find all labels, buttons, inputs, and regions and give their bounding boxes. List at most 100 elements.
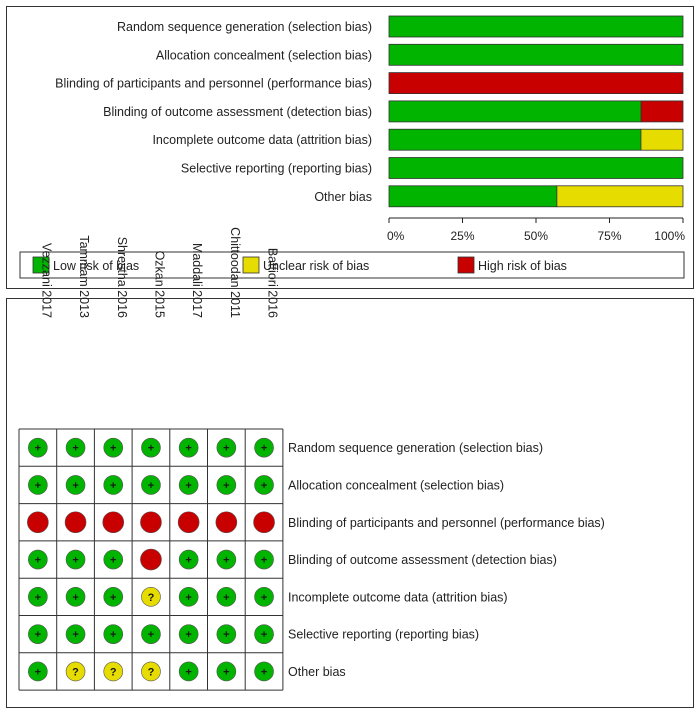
domain-label: Blinding of outcome assessment (detectio… xyxy=(288,553,557,567)
x-axis-tick-label: 25% xyxy=(450,229,474,243)
judgement-dot-low xyxy=(28,661,48,682)
bar-category-label: Incomplete outcome data (attrition bias) xyxy=(152,133,372,147)
judgement-dot-low xyxy=(103,475,124,495)
judgement-dot-low xyxy=(216,661,237,682)
judgement-symbol-low: + xyxy=(261,666,267,678)
judgement-dot-low xyxy=(216,475,237,495)
judgement-symbol-low: + xyxy=(185,666,191,678)
judgement-symbol-unclear: ? xyxy=(110,666,117,678)
bar-segment-low-risk-of-bias xyxy=(388,185,558,208)
judgement-dot-high xyxy=(140,548,162,571)
judgement-dot-low xyxy=(254,624,274,644)
study-label: Battiori 2016 xyxy=(266,248,280,318)
legend-swatch-unclear-risk-of-bias xyxy=(242,256,260,274)
judgement-symbol-low: + xyxy=(223,629,229,641)
study-label: Chittoodan 2011 xyxy=(228,227,242,318)
judgement-dot-high xyxy=(215,511,238,534)
judgement-symbol-low: + xyxy=(35,666,41,678)
x-axis-tick-label: 0% xyxy=(387,229,405,243)
study-label: Maddali 2017 xyxy=(190,243,204,318)
legend-label: Low risk of bias xyxy=(53,259,139,273)
bar-category-label: Blinding of participants and personnel (… xyxy=(55,77,372,91)
judgement-symbol-low: + xyxy=(261,555,267,567)
judgement-dot-low xyxy=(216,549,237,570)
legend-label: Unclear risk of bias xyxy=(263,259,369,273)
x-axis-tick-label: 50% xyxy=(524,229,548,243)
judgement-dot-low xyxy=(254,587,274,607)
judgement-symbol-unclear: ? xyxy=(148,666,155,678)
judgement-dot-low xyxy=(28,549,48,570)
judgement-symbol-low: + xyxy=(72,443,78,455)
legend-box xyxy=(19,251,685,279)
judgement-dot-low xyxy=(178,437,199,458)
judgement-symbol-low: + xyxy=(110,629,116,641)
judgement-dot-high xyxy=(27,511,49,534)
judgement-dot-low xyxy=(141,475,161,495)
risk-of-bias-summary-panel xyxy=(6,298,694,708)
judgement-dot-low xyxy=(103,549,124,570)
study-label: Vezzani 2017 xyxy=(39,243,53,318)
judgement-dot-low xyxy=(28,437,48,458)
judgement-dot-low xyxy=(178,661,199,682)
judgement-symbol-low: + xyxy=(223,666,229,678)
judgement-dot-unclear xyxy=(141,587,161,607)
domain-label: Blinding of participants and personnel (… xyxy=(288,516,605,530)
judgement-symbol-low: + xyxy=(223,592,229,604)
judgement-dot-high xyxy=(253,511,275,534)
legend-swatch-low-risk-of-bias xyxy=(32,256,50,274)
judgement-dot-low xyxy=(28,587,48,607)
judgement-dot-low xyxy=(65,549,86,570)
judgement-dot-low xyxy=(28,475,48,495)
bar-segment-high-risk-of-bias xyxy=(640,100,684,123)
judgement-dot-low xyxy=(254,661,274,682)
judgement-dot-low xyxy=(178,549,199,570)
judgement-dot-low xyxy=(254,549,274,570)
domain-label: Random sequence generation (selection bi… xyxy=(288,441,543,455)
judgement-symbol-low: + xyxy=(185,480,191,492)
study-label: Ozkan 2015 xyxy=(152,251,166,318)
judgement-symbol-low: + xyxy=(185,555,191,567)
judgement-dot-low xyxy=(65,475,86,495)
judgement-symbol-low: + xyxy=(72,480,78,492)
domain-label: Incomplete outcome data (attrition bias) xyxy=(288,590,508,604)
legend-swatch-high-risk-of-bias xyxy=(457,256,475,274)
judgement-dot-low xyxy=(254,475,274,495)
domain-label: Other bias xyxy=(288,665,346,679)
study-label: Shrestha 2016 xyxy=(115,237,129,318)
judgement-dot-high xyxy=(64,511,87,534)
judgement-symbol-low: + xyxy=(185,443,191,455)
bar-category-label: Other bias xyxy=(314,190,372,204)
judgement-symbol-low: + xyxy=(35,629,41,641)
judgement-symbol-low: + xyxy=(110,480,116,492)
judgement-dot-low xyxy=(28,624,48,644)
study-label: Tammam 2013 xyxy=(77,235,91,318)
judgement-symbol-low: + xyxy=(110,555,116,567)
judgement-dot-low xyxy=(178,587,199,607)
judgement-symbol-low: + xyxy=(72,592,78,604)
judgement-dot-low xyxy=(141,624,161,644)
bar-segment-unclear-risk-of-bias xyxy=(640,128,684,151)
judgement-dot-high xyxy=(177,511,200,534)
judgement-dot-unclear xyxy=(141,661,161,682)
judgement-dot-low xyxy=(103,437,124,458)
judgement-symbol-low: + xyxy=(148,443,154,455)
bar-segment-low-risk-of-bias xyxy=(388,128,642,151)
domain-label: Selective reporting (reporting bias) xyxy=(288,628,479,642)
bar-category-label: Allocation concealment (selection bias) xyxy=(156,48,372,62)
judgement-dot-low xyxy=(216,587,237,607)
bar-segment-high-risk-of-bias xyxy=(388,72,684,94)
judgement-dot-low xyxy=(254,437,274,458)
judgement-symbol-low: + xyxy=(72,629,78,641)
judgement-dot-low xyxy=(178,624,199,644)
bar-category-label: Random sequence generation (selection bi… xyxy=(117,20,372,34)
bar-segment-unclear-risk-of-bias xyxy=(556,185,684,208)
judgement-symbol-low: + xyxy=(185,592,191,604)
judgement-dot-low xyxy=(103,624,124,644)
judgement-symbol-unclear: ? xyxy=(72,666,79,678)
judgement-symbol-low: + xyxy=(185,629,191,641)
judgement-dot-low xyxy=(65,587,86,607)
judgement-symbol-low: + xyxy=(148,629,154,641)
judgement-dot-low xyxy=(216,624,237,644)
judgement-symbol-low: + xyxy=(223,443,229,455)
judgement-dot-unclear xyxy=(103,661,124,682)
